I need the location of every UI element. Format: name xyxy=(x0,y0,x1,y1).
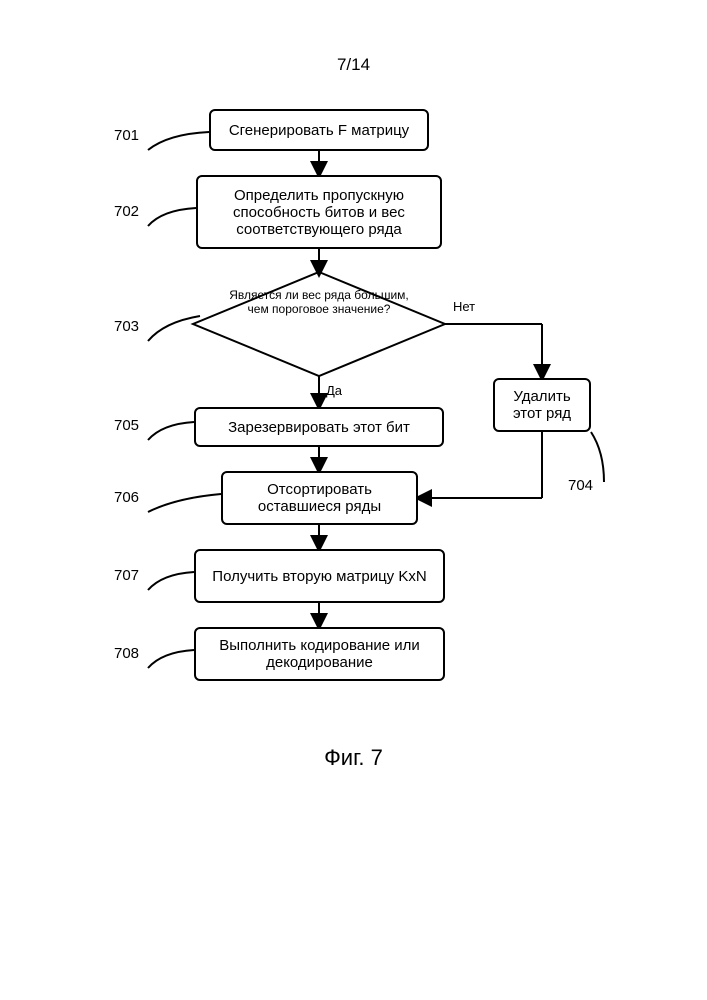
ref-704: 704 xyxy=(568,477,593,494)
decision-text: Является ли вес ряда большим, чем порого… xyxy=(229,288,409,317)
step-second-matrix: Получить вторую матрицу KxN xyxy=(194,549,445,603)
ref-705: 705 xyxy=(114,417,139,434)
step-reserve-bit: Зарезервировать этот бит xyxy=(194,407,444,447)
ref-702: 702 xyxy=(114,203,139,220)
caption-text: Фиг. 7 xyxy=(324,745,383,770)
step-text: Выполнить кодирование или декодирование xyxy=(202,637,437,671)
step-text: Отсортировать оставшиеся ряды xyxy=(229,481,410,515)
ref-708: 708 xyxy=(114,645,139,662)
figure-caption: Фиг. 7 xyxy=(0,745,707,771)
ref-707: 707 xyxy=(114,567,139,584)
step-text: Определить пропускную способность битов … xyxy=(204,187,434,238)
step-encode-decode: Выполнить кодирование или декодирование xyxy=(194,627,445,681)
step-text: Зарезервировать этот бит xyxy=(228,419,410,436)
step-text: Удалить этот ряд xyxy=(501,388,583,422)
step-text: Получить вторую матрицу KxN xyxy=(212,568,426,585)
ref-701: 701 xyxy=(114,127,139,144)
step-generate-f-matrix: Сгенерировать F матрицу xyxy=(209,109,429,151)
diagram-canvas: 7/14 Является ли вес ряда большим, чем п… xyxy=(0,0,707,1000)
ref-703: 703 xyxy=(114,318,139,335)
step-determine-capacity: Определить пропускную способность битов … xyxy=(196,175,442,249)
step-sort-rows: Отсортировать оставшиеся ряды xyxy=(221,471,418,525)
label-no: Нет xyxy=(453,299,475,314)
label-yes: Да xyxy=(326,383,342,398)
ref-706: 706 xyxy=(114,489,139,506)
step-delete-row: Удалить этот ряд xyxy=(493,378,591,432)
step-text: Сгенерировать F матрицу xyxy=(229,122,409,139)
